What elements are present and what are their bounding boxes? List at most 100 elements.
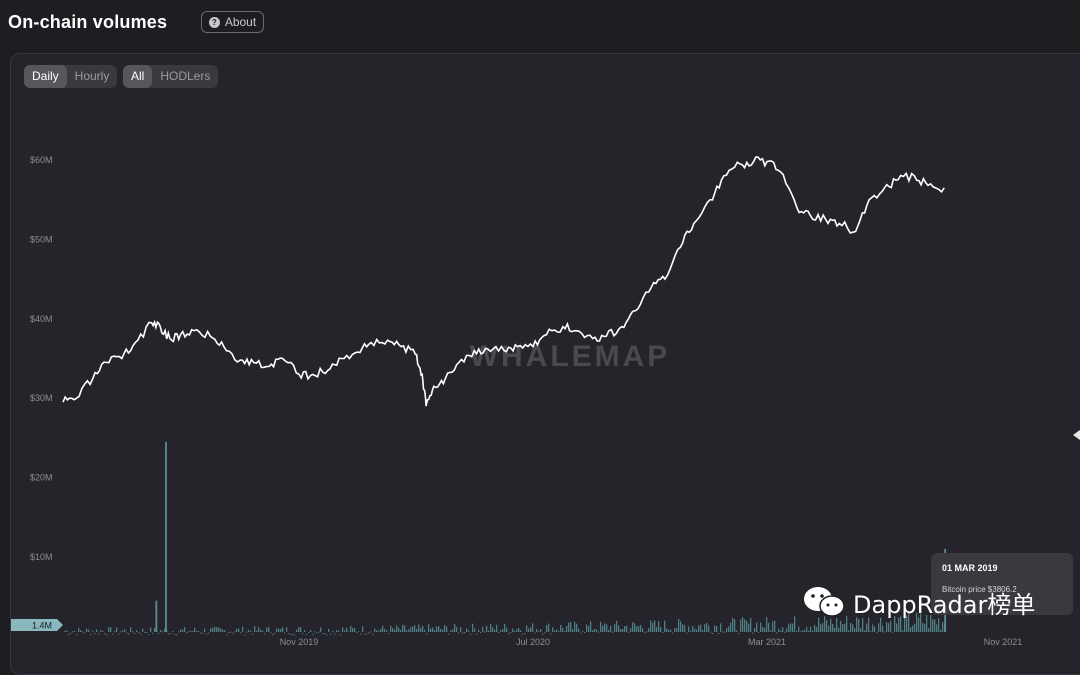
volume-bar [674,628,676,632]
y-tick-label: $20M [30,473,53,483]
volume-bar [364,633,366,635]
volume-bar [508,633,510,635]
volume-bar [346,627,348,632]
volume-bar [422,625,424,632]
volume-bar [208,632,210,634]
volume-bar [668,629,670,632]
volume-bar [98,633,100,635]
volume-bar [432,627,434,632]
volume-bar [114,631,116,633]
volume-bar [490,623,492,632]
volume-bar [270,632,272,634]
volume-bar [294,634,296,636]
volume-bar [504,623,506,632]
volume-bar [726,628,728,632]
volume-bar [216,627,218,632]
volume-bar [622,629,624,632]
volume-bar [566,626,568,632]
volume-bar [738,632,740,634]
toggle-hourly[interactable]: Hourly [74,69,110,83]
toggle-all[interactable]: All [123,65,153,88]
volume-bar [154,627,156,632]
volume-bar [400,629,402,632]
volume-bar [452,629,454,632]
volume-bar [292,633,294,635]
volume-bar [104,633,106,635]
volume-bar [866,623,868,632]
volume-bar [380,629,382,632]
volume-bar [124,629,126,632]
volume-bar [568,622,570,632]
volume-bar [848,630,850,632]
volume-bar [502,629,504,632]
volume-bar [794,616,796,632]
volume-bar [106,634,108,636]
volume-bar [338,630,340,632]
volume-bar [252,633,254,635]
volume-bar [882,625,884,632]
volume-bar [612,631,614,633]
volume-bar [852,624,854,632]
volume-bar [754,627,756,632]
chart-watermark: WHALEMAP [470,340,671,373]
volume-bar [606,624,608,632]
volume-bar [658,621,660,632]
volume-bar [930,614,932,632]
volume-bar [770,630,772,632]
volume-bar [644,632,646,634]
volume-bar [224,630,226,632]
volume-bar [64,630,66,632]
volume-bar [842,624,844,632]
volume-bar [908,612,910,632]
collapse-arrow-icon[interactable] [1073,430,1080,440]
toggle-daily[interactable]: Daily [24,65,67,88]
volume-bar [788,624,790,632]
y-tick-label: $10M [30,552,53,562]
volume-bar [532,623,534,632]
volume-bar [920,613,922,632]
volume-bar [286,627,288,632]
volume-bar [354,628,356,632]
volume-bar [206,633,208,635]
volume-bar [322,633,324,635]
volume-bar [246,631,248,633]
volume-bar [424,629,426,632]
volume-bar [854,628,856,632]
volume-bar [304,630,306,632]
volume-bar [340,634,342,636]
volume-bar [692,626,694,632]
volume-bar [812,630,814,632]
volume-bar [514,631,516,633]
volume-bar [892,631,894,633]
chart-canvas[interactable]: WHALEMAP $60M $50M $40M $30M $20M $10M Nov 20… [0,0,1080,653]
volume-bar [710,631,712,633]
volume-bar [416,628,418,632]
volume-bar [128,633,130,635]
volume-bar [564,630,566,632]
volume-bar [88,629,90,632]
toggle-hodlers[interactable]: HODLers [160,69,211,83]
current-value-tag: 1.4M [11,619,63,631]
volume-bar [202,632,204,634]
volume-bar [458,632,460,634]
volume-bar [604,623,606,632]
volume-bar [682,624,684,632]
volume-bar [732,617,734,632]
volume-bar [778,628,780,632]
volume-bar [488,630,490,632]
volume-bar [818,617,820,632]
price-line [62,156,945,407]
volume-bar [414,625,416,632]
x-tick-label: Nov 2021 [984,637,1023,647]
volume-bar [82,631,84,633]
volume-bar [496,624,498,632]
volume-bar [650,620,652,632]
volume-bar [442,629,444,632]
volume-bar [472,623,474,632]
volume-bar [534,632,536,634]
about-button[interactable]: ? About [201,11,264,33]
volume-bar [708,625,710,632]
volume-bar [210,628,212,632]
volume-bar [884,631,886,633]
volume-bar [454,623,456,632]
